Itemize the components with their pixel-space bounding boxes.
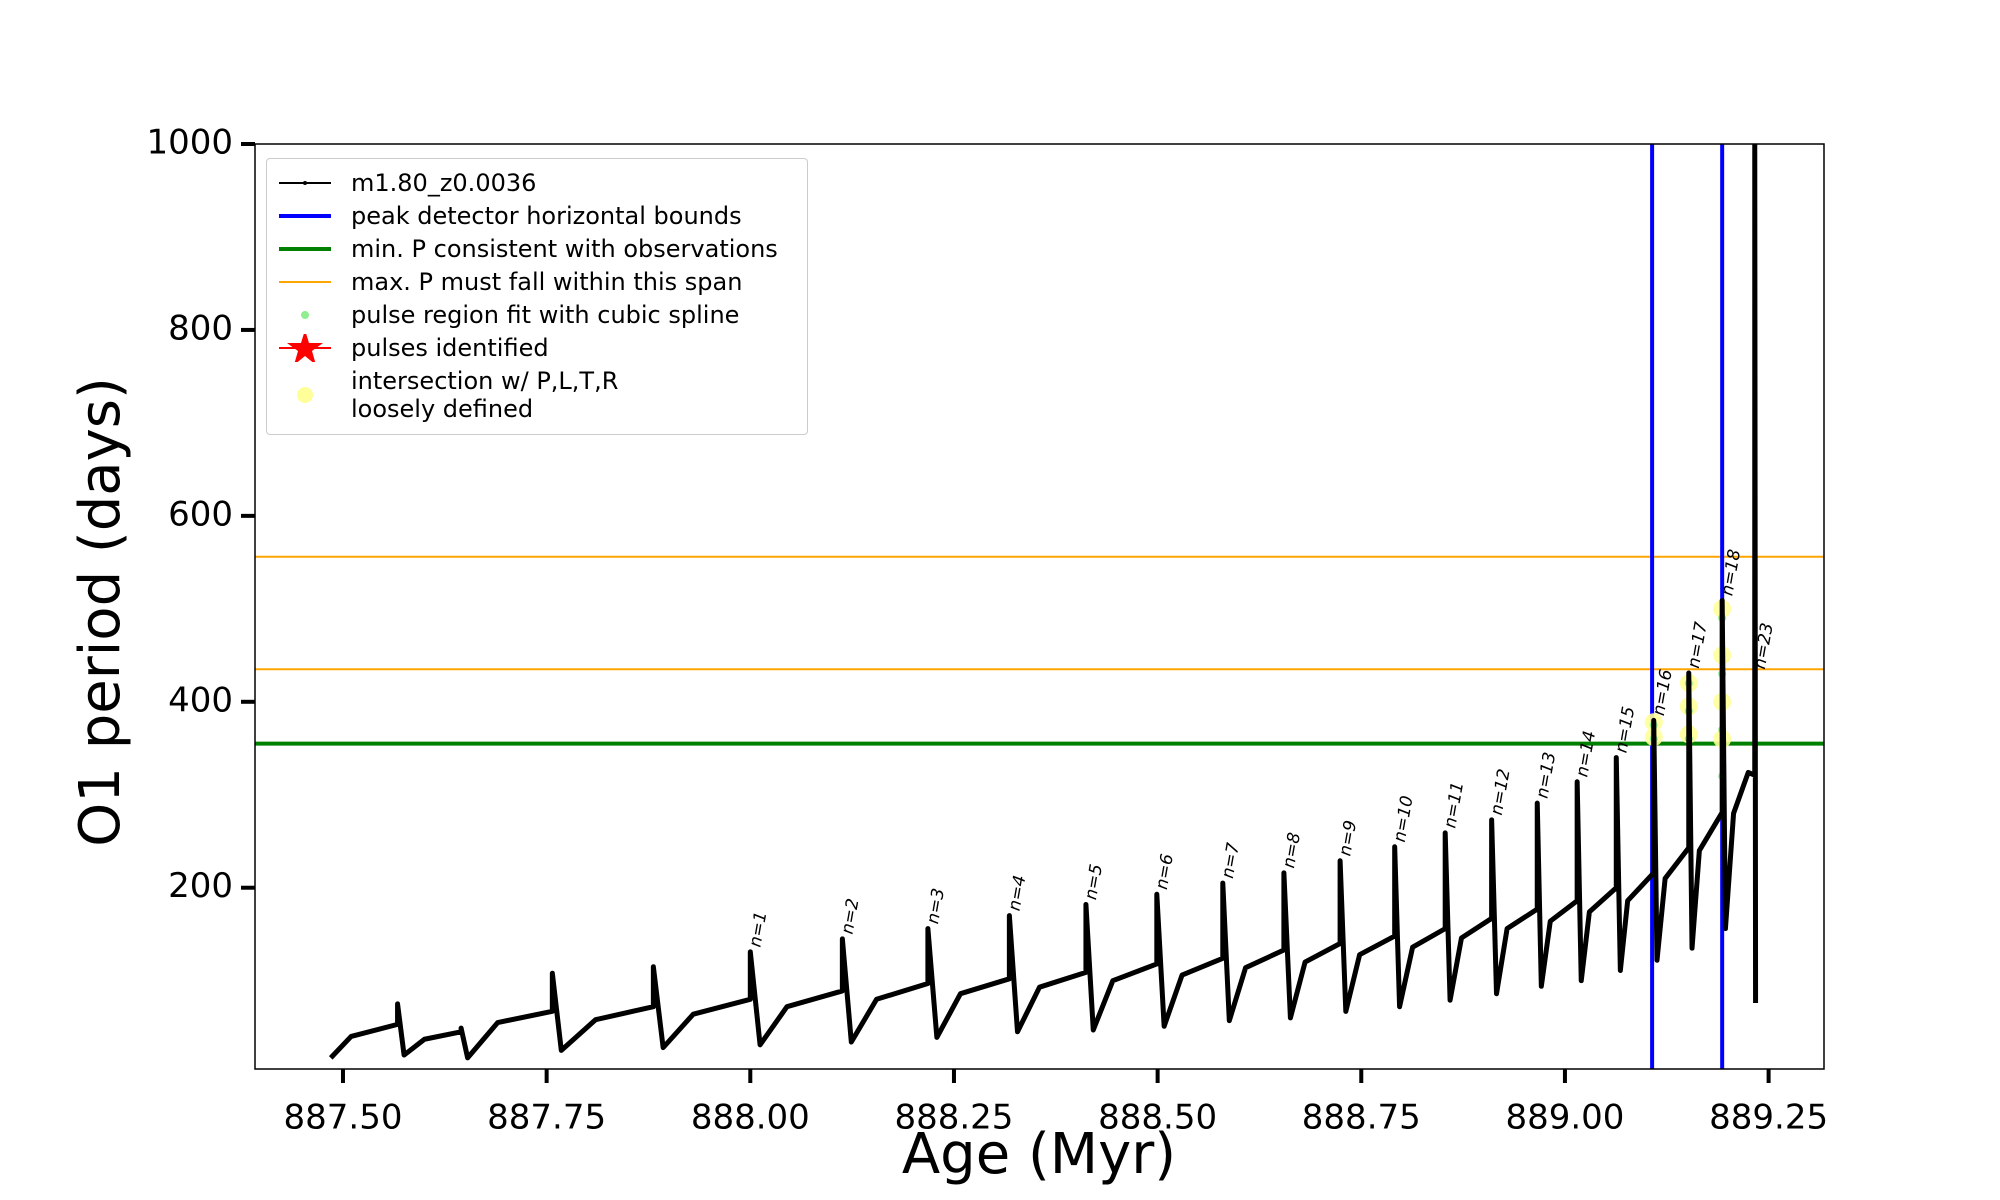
pulse-annotation: n=13 [1532, 751, 1560, 800]
legend-label: pulses identified [351, 334, 549, 362]
pulse-annotation: n=3 [923, 887, 949, 926]
y-axis-label: O1 period (days) [68, 377, 133, 847]
legend-entry: m1.80_z0.0036 [267, 169, 807, 197]
pulse-annotation: n=17 [1684, 620, 1712, 670]
x-tick-label: 888.25 [894, 1098, 1013, 1138]
pulse-annotation: n=5 [1081, 863, 1107, 902]
legend-label: min. P consistent with observations [351, 235, 778, 263]
plot-frame [254, 143, 1825, 1070]
legend-symbol [301, 311, 309, 319]
pulse-annotation: n=7 [1218, 841, 1244, 880]
x-tick-label: 888.50 [1098, 1098, 1217, 1138]
pulse-annotation: n=6 [1152, 852, 1178, 891]
x-axis-label: Age (Myr) [902, 1122, 1176, 1187]
pulse-annotation: n=9 [1335, 819, 1361, 858]
legend-key [279, 181, 331, 185]
legend-entry: intersection w/ P,L,T,R loosely defined [267, 367, 807, 423]
legend-key [279, 281, 331, 283]
period-curve [328, 144, 1759, 1061]
x-tick-label: 889.00 [1505, 1098, 1624, 1138]
legend-label: peak detector horizontal bounds [351, 202, 742, 230]
x-tick-label: 888.00 [691, 1098, 810, 1138]
pulse-annotation: n=10 [1390, 794, 1418, 843]
plot-area [255, 144, 1824, 1069]
legend-symbol [303, 181, 307, 185]
legend-entry: pulse region fit with cubic spline [267, 301, 807, 329]
y-tick-label: 600 [168, 494, 233, 534]
legend-entry: peak detector horizontal bounds [267, 202, 807, 230]
pulse-annotation: n=11 [1440, 780, 1468, 829]
legend-entry: pulses identified [267, 334, 807, 362]
x-tick-label: 889.25 [1709, 1098, 1828, 1138]
legend-entry: min. P consistent with observations [267, 235, 807, 263]
x-tick-label: 887.75 [487, 1098, 606, 1138]
y-tick-label: 400 [168, 680, 233, 720]
legend-label: max. P must fall within this span [351, 268, 743, 296]
legend-label: m1.80_z0.0036 [351, 169, 537, 197]
legend-key [279, 334, 331, 362]
legend-entry: max. P must fall within this span [267, 268, 807, 296]
pulse-annotation: n=12 [1487, 767, 1515, 816]
x-tick-label: 887.50 [283, 1098, 402, 1138]
legend-symbol [297, 387, 313, 403]
pulse-annotation: n=1 [746, 910, 772, 949]
pulse-annotation: n=2 [838, 897, 864, 936]
legend-label: pulse region fit with cubic spline [351, 301, 740, 329]
y-tick-label: 200 [168, 866, 233, 906]
y-tick-label: 1000 [146, 123, 233, 163]
legend-label: intersection w/ P,L,T,R loosely defined [351, 367, 619, 423]
legend-key [279, 247, 331, 251]
pulse-annotation: n=8 [1279, 831, 1305, 870]
pulse-annotation: n=4 [1005, 874, 1031, 913]
x-tick-label: 888.75 [1302, 1098, 1421, 1138]
legend-key [301, 311, 309, 319]
y-tick-label: 800 [168, 308, 233, 348]
legend-key [279, 214, 331, 218]
legend-symbol [287, 334, 323, 362]
pulse-annotation: n=15 [1611, 705, 1639, 754]
pulse-annotation: n=14 [1572, 729, 1600, 778]
legend-key [297, 387, 313, 403]
